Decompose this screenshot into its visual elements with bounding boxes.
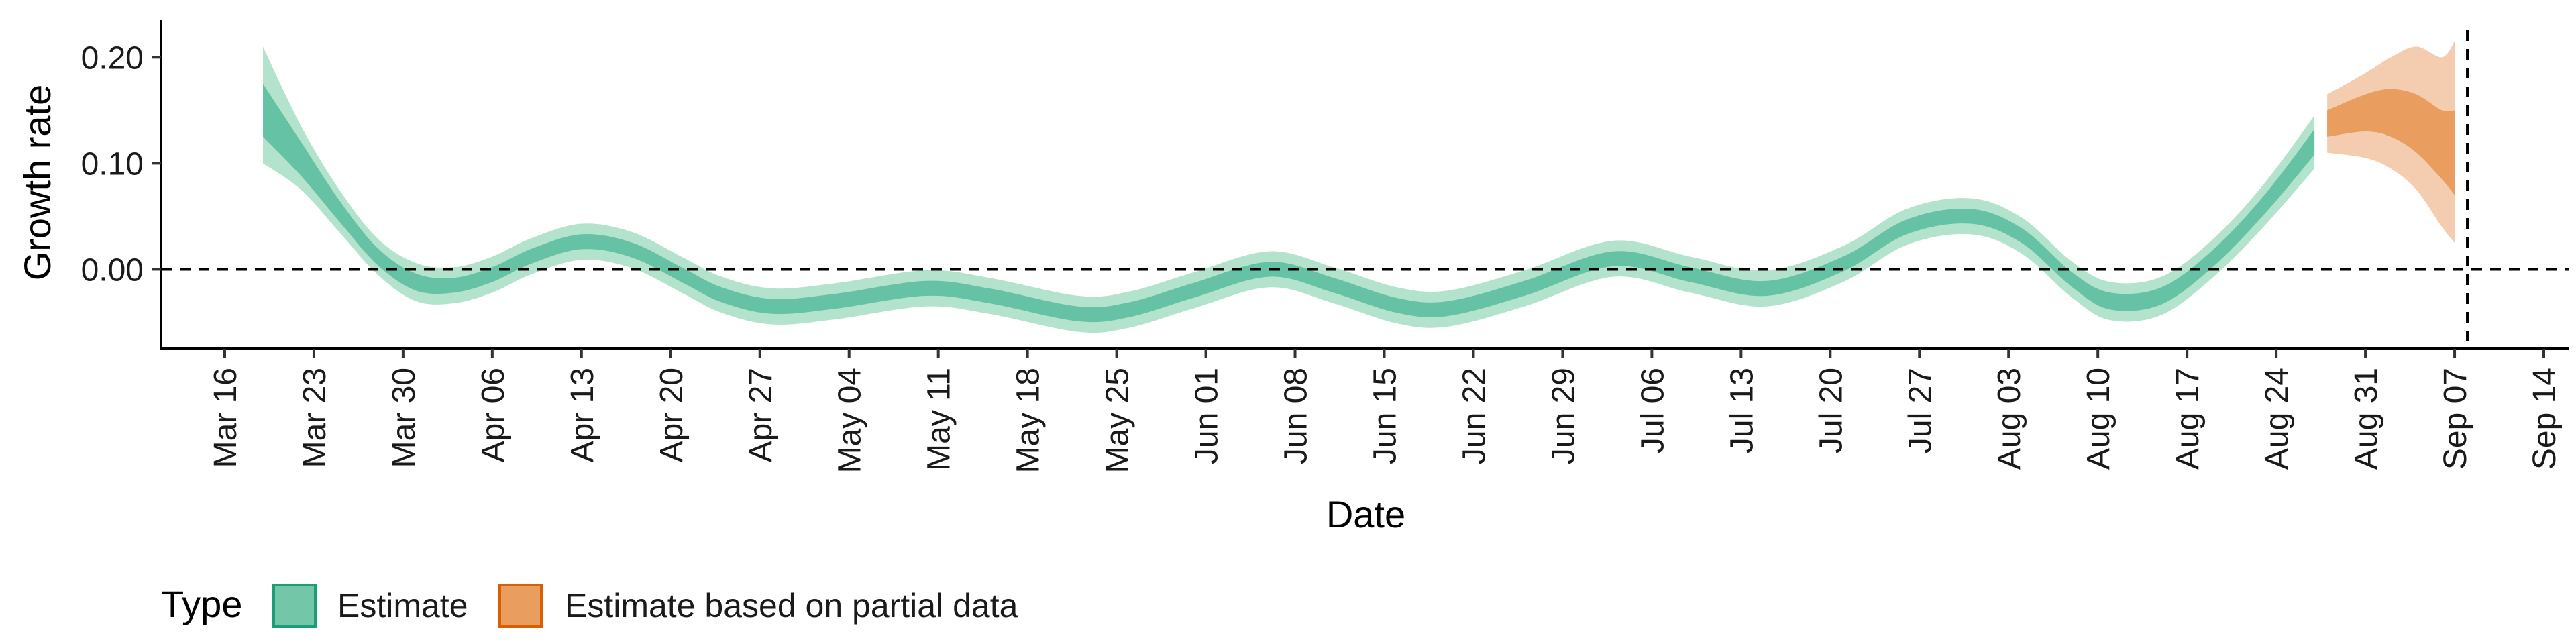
legend-label-partial: Estimate based on partial data [565, 587, 1018, 625]
x-tick-label: Jul 20 [1813, 368, 1849, 453]
x-tick-label: Jun 08 [1279, 368, 1314, 464]
tick-marks: 0.20 0.10 0.00 Mar 16 Mar 23 Mar 30 Apr 06 Apr … [81, 40, 2563, 473]
x-tick-label: Aug 24 [2259, 368, 2295, 470]
x-tick-label: Jun 01 [1189, 368, 1225, 464]
y-tick-label: 0.00 [81, 252, 144, 288]
x-tick-label: Jul 06 [1635, 368, 1670, 453]
x-tick-label: Sep 14 [2527, 368, 2563, 470]
estimate-bands [263, 41, 2455, 333]
x-tick-label: Aug 31 [2349, 368, 2384, 470]
reference-lines [161, 30, 2569, 349]
x-tick-label: May 11 [922, 368, 957, 471]
band-50-estimate [263, 83, 2315, 323]
x-tick-label: Aug 17 [2170, 368, 2206, 470]
x-tick-label: Jun 29 [1546, 368, 1581, 464]
band-90-estimate [263, 46, 2315, 333]
x-tick-label: Aug 03 [1992, 368, 2027, 470]
x-tick-label: May 04 [833, 368, 868, 473]
x-tick-label: Aug 10 [2081, 368, 2116, 470]
band-50-partial [2327, 89, 2455, 195]
legend: Type Estimate Estimate based on partial … [161, 583, 1018, 628]
x-axis-title: Date [1326, 493, 1405, 535]
legend-title: Type [161, 583, 242, 625]
x-tick-label: Jul 27 [1902, 368, 1938, 453]
x-tick-label: Jun 15 [1368, 368, 1403, 464]
x-tick-label: May 25 [1100, 368, 1136, 473]
x-tick-label: Jul 13 [1724, 368, 1760, 453]
x-tick-label: Apr 20 [654, 368, 690, 462]
legend-swatch-estimate [272, 584, 317, 628]
legend-swatch-partial [498, 584, 543, 628]
y-tick-label: 0.20 [81, 40, 144, 76]
legend-label-estimate: Estimate [337, 587, 468, 625]
band-90-partial [2327, 41, 2455, 243]
x-tick-label: Apr 27 [743, 368, 779, 462]
x-tick-label: Mar 23 [297, 368, 333, 468]
x-tick-label: May 18 [1011, 368, 1046, 473]
x-tick-label: Sep 07 [2438, 368, 2473, 470]
y-axis-title: Growth rate [16, 85, 58, 281]
x-tick-label: Jun 22 [1457, 368, 1493, 464]
x-tick-label: Mar 30 [386, 368, 422, 468]
x-tick-label: Apr 06 [476, 368, 511, 462]
y-tick-label: 0.10 [81, 146, 144, 182]
x-tick-label: Apr 13 [565, 368, 600, 462]
x-tick-label: Mar 16 [208, 368, 244, 468]
axes [160, 20, 2569, 350]
